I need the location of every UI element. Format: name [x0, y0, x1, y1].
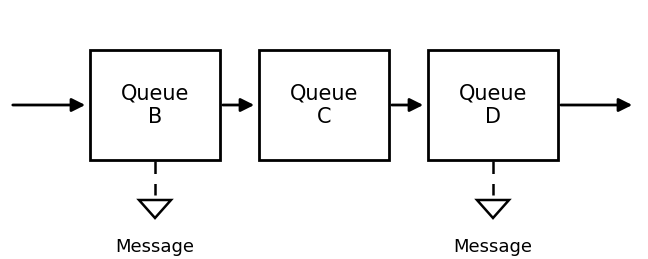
Bar	[259, 50, 389, 160]
Bar	[90, 50, 220, 160]
Polygon shape	[477, 200, 509, 218]
Text: Message
queue: Message queue	[115, 238, 194, 259]
Text: Queue
C: Queue C	[290, 83, 358, 127]
Text: Queue
B: Queue B	[121, 83, 189, 127]
Polygon shape	[139, 200, 171, 218]
Bar	[428, 50, 558, 160]
Text: Message
queue: Message queue	[454, 238, 533, 259]
Text: Queue
D: Queue D	[459, 83, 527, 127]
